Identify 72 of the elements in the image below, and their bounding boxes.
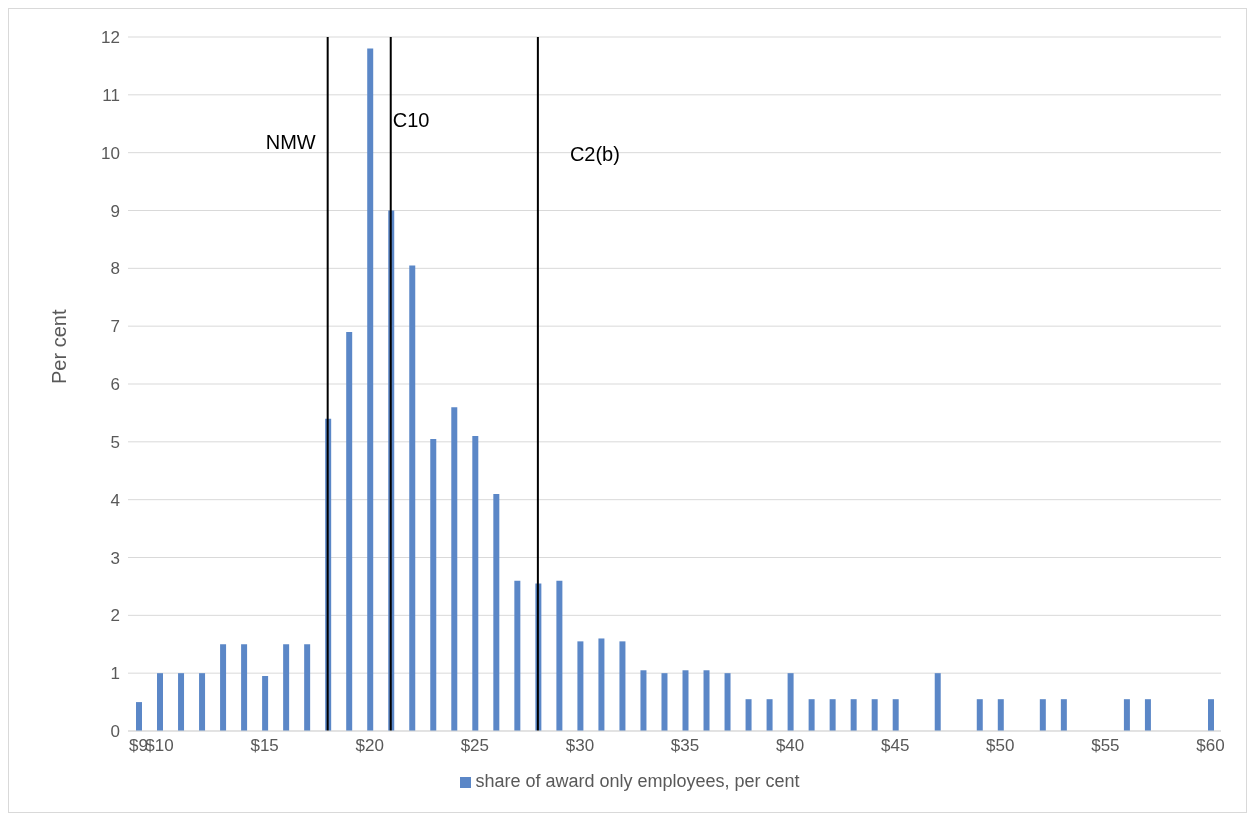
y-tick-label: 12	[101, 28, 120, 48]
bar	[892, 699, 899, 731]
y-tick-label: 8	[110, 259, 120, 279]
bar	[1123, 699, 1130, 731]
y-tick-label: 4	[110, 490, 120, 510]
bar	[283, 644, 290, 731]
x-tick-label: $20	[355, 736, 384, 756]
bar	[220, 644, 227, 731]
y-tick-label: 7	[110, 317, 120, 337]
x-tick-label: $15	[250, 736, 279, 756]
ref-line-label: C2(b)	[569, 143, 620, 165]
bar	[997, 699, 1004, 731]
bar	[703, 670, 710, 731]
bar	[472, 436, 479, 731]
x-tick-label: $45	[881, 736, 910, 756]
bar	[745, 699, 752, 731]
bar	[367, 48, 374, 731]
bar	[241, 644, 248, 731]
bar	[304, 644, 311, 731]
bar	[787, 673, 794, 731]
bar	[871, 699, 878, 731]
bar	[934, 673, 941, 731]
x-tick-label: $40	[775, 736, 805, 756]
bar	[451, 407, 458, 731]
bar	[661, 673, 668, 731]
legend-label: share of award only employees, per cent	[475, 771, 800, 791]
ref-line-label: NMW	[265, 131, 316, 153]
bar	[136, 702, 142, 731]
x-tick-label: $35	[670, 736, 700, 756]
y-tick-label: 2	[110, 606, 120, 626]
bar	[514, 580, 521, 731]
bar	[682, 670, 689, 731]
y-tick-label: 3	[110, 548, 120, 568]
bar	[724, 673, 731, 731]
bar	[598, 638, 605, 731]
x-tick-label: $50	[986, 736, 1015, 756]
bar	[409, 265, 416, 731]
bar	[850, 699, 857, 731]
x-tick-label: $55	[1091, 736, 1120, 756]
y-axis-title: Per cent	[48, 309, 71, 384]
bar	[1060, 699, 1067, 731]
y-tick-label: 10	[101, 143, 120, 163]
bar	[766, 699, 773, 731]
y-tick-label: 6	[110, 375, 120, 395]
bar	[157, 673, 164, 731]
y-tick-label: 11	[102, 85, 120, 105]
ref-line-label: C10	[392, 109, 430, 131]
x-tick-label: $9	[129, 736, 148, 756]
bar	[346, 331, 353, 731]
bar	[808, 699, 815, 731]
x-tick-label: $25	[460, 736, 489, 756]
bar	[430, 438, 437, 731]
bar	[829, 699, 836, 731]
y-tick-label: 0	[110, 722, 120, 742]
x-tick-label: $60	[1196, 736, 1225, 756]
y-tick-label: 9	[110, 201, 120, 221]
y-tick-label: 5	[110, 432, 120, 452]
bar	[640, 670, 647, 731]
bar	[556, 580, 563, 731]
bar	[1207, 699, 1214, 731]
x-tick-label: $30	[565, 736, 595, 756]
y-tick-label: 1	[110, 664, 120, 684]
bar	[262, 676, 269, 731]
bar	[1144, 699, 1151, 731]
bar	[577, 641, 584, 731]
bar	[1039, 699, 1046, 731]
bar	[619, 641, 626, 731]
bar	[976, 699, 983, 731]
bar	[199, 673, 206, 731]
bar	[178, 673, 185, 731]
bar	[493, 493, 500, 731]
x-tick-label: $10	[145, 736, 174, 756]
